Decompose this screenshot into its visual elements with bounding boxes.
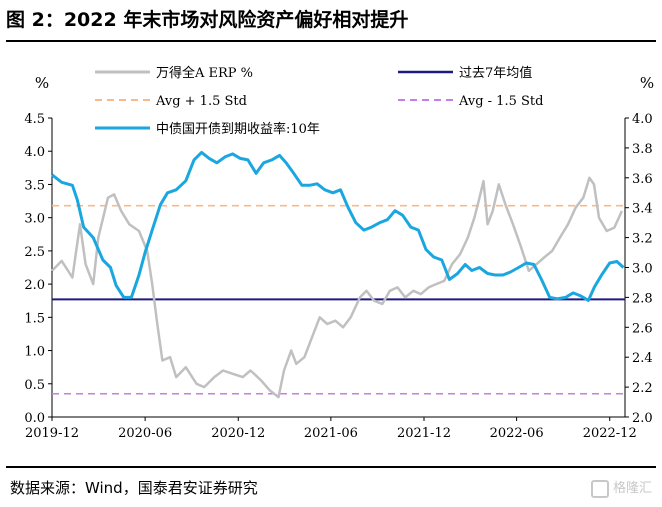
- right-tick-label: 3.2: [632, 232, 653, 247]
- right-tick-label: 3.0: [632, 262, 653, 277]
- x-tick-label: 2021-06: [304, 426, 358, 441]
- chart-svg: 0.0 0.5 1.0 1.5 2.0 2.5 3.0 3.5 4.0 4.5 2.0 2.2 2.4 2…: [24, 65, 654, 441]
- left-tick-label: 4.0: [24, 145, 45, 160]
- left-tick-label: 4.5: [24, 112, 45, 127]
- right-tick-label: 2.8: [632, 291, 653, 306]
- left-axis-unit: %: [35, 74, 49, 92]
- x-tick-label: 2022-12: [583, 426, 637, 441]
- right-tick-label: 3.8: [632, 142, 653, 157]
- left-tick-label: 1.0: [24, 345, 45, 360]
- legend-label-erp: 万得全A ERP %: [156, 65, 253, 81]
- left-tick-label: 3.5: [24, 178, 45, 193]
- data-source-note: 数据来源：Wind，国泰君安证券研究: [10, 479, 258, 497]
- right-tick-label: 3.6: [632, 172, 653, 187]
- cgb-yield-series-line: [51, 150, 625, 302]
- right-tick-label: 2.0: [632, 411, 653, 426]
- watermark: 格隆汇: [590, 478, 652, 500]
- legend-label-cgb: 中债国开债到期收益率:10年: [156, 121, 320, 137]
- left-tick-label: 0.5: [24, 378, 45, 393]
- x-tick-label: 2020-06: [118, 426, 172, 441]
- x-tick-label: 2019-12: [25, 426, 79, 441]
- left-tick-label: 2.0: [24, 278, 45, 293]
- right-axis-unit: %: [640, 74, 654, 92]
- right-tick-label: 3.4: [632, 202, 653, 217]
- watermark-text: 格隆汇: [612, 481, 652, 496]
- legend-label-avg-minus: Avg - 1.5 Std: [458, 94, 543, 109]
- right-tick-label: 2.2: [632, 381, 653, 396]
- legend: 万得全A ERP % 过去7年均值 Avg + 1.5 Std Avg - 1.…: [95, 65, 543, 137]
- title-rule: [6, 40, 656, 42]
- watermark-logo-icon: [590, 479, 609, 498]
- x-tick-label: 2020-12: [211, 426, 265, 441]
- legend-label-avg: 过去7年均值: [459, 65, 532, 81]
- right-tick-label: 2.4: [632, 351, 653, 366]
- right-tick-label: 4.0: [632, 112, 653, 127]
- right-tick-label: 2.6: [632, 321, 653, 336]
- erp-series-line: [51, 176, 624, 399]
- x-tick-label: 2021-12: [397, 426, 451, 441]
- legend-label-avg-plus: Avg + 1.5 Std: [155, 94, 247, 109]
- x-tick-label: 2022-06: [490, 426, 544, 441]
- left-tick-label: 3.0: [24, 212, 45, 227]
- left-tick-label: 2.5: [24, 245, 45, 260]
- left-tick-label: 1.5: [24, 311, 45, 326]
- left-tick-label: 0.0: [24, 411, 45, 426]
- plot-area: 0.0 0.5 1.0 1.5 2.0 2.5 3.0 3.5 4.0 4.5 2.0 2.2 2.4 2…: [24, 112, 652, 441]
- source-rule: [6, 466, 656, 468]
- figure-title: 图 2：2022 年末市场对风险资产偏好相对提升: [6, 9, 409, 31]
